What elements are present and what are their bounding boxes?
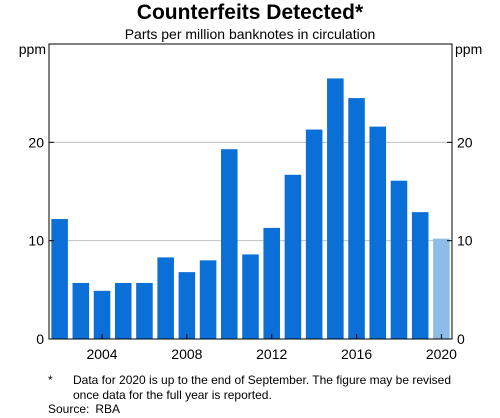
plot-frame bbox=[48, 43, 453, 340]
chart-title: Counterfeits Detected* bbox=[136, 1, 364, 24]
bar-2005 bbox=[114, 282, 132, 339]
bar-2006 bbox=[136, 282, 153, 339]
y-tick-label-right-10: 10 bbox=[457, 233, 473, 249]
bar-2002 bbox=[51, 219, 68, 339]
bar-2004 bbox=[93, 290, 111, 339]
bar-2008 bbox=[178, 272, 196, 339]
y-tick-label-right-20: 20 bbox=[457, 134, 473, 150]
bar-2010 bbox=[221, 149, 238, 339]
y-axis-label-left: ppm bbox=[19, 41, 46, 57]
x-tick-label-2012: 2012 bbox=[256, 346, 287, 362]
source-line: Source: RBA bbox=[48, 402, 120, 416]
bar-2012 bbox=[263, 227, 280, 339]
source-value: RBA bbox=[95, 402, 121, 416]
footnote-mark: * bbox=[48, 373, 53, 387]
y-ticks: 0 0 10 10 20 20 bbox=[28, 134, 472, 347]
x-tick-label-2016: 2016 bbox=[341, 346, 372, 362]
y-axis-label-right: ppm bbox=[455, 41, 482, 57]
y-tick-label-left-0: 0 bbox=[36, 331, 44, 347]
bars bbox=[51, 78, 450, 340]
footnote-text: Data for 2020 is up to the end of Septem… bbox=[73, 373, 452, 402]
bar-2007 bbox=[157, 257, 174, 339]
y-tick-label-left-20: 20 bbox=[28, 134, 44, 150]
bar-2009 bbox=[199, 260, 217, 339]
chart-subtitle: Parts per million banknotes in circulati… bbox=[124, 26, 376, 42]
source-label: Source: bbox=[48, 402, 90, 416]
bar-2018 bbox=[390, 180, 408, 339]
bar-2013 bbox=[284, 174, 302, 339]
y-tick-label-left-10: 10 bbox=[28, 233, 44, 249]
y-tick-label-right-0: 0 bbox=[457, 331, 465, 347]
bar-2014 bbox=[305, 129, 323, 339]
bar-2011 bbox=[242, 254, 259, 339]
bar-2016 bbox=[348, 98, 365, 339]
x-ticks: 2004 2008 2012 2016 2020 bbox=[86, 334, 457, 362]
x-tick-label-2004: 2004 bbox=[86, 346, 117, 362]
x-tick-label-2020: 2020 bbox=[426, 346, 457, 362]
bar-2020 bbox=[433, 238, 450, 339]
bar-2017 bbox=[369, 126, 387, 339]
x-tick-label-2008: 2008 bbox=[171, 346, 202, 362]
bar-2003 bbox=[72, 282, 90, 339]
bar-2015 bbox=[327, 78, 344, 340]
bar-2019 bbox=[411, 212, 429, 339]
